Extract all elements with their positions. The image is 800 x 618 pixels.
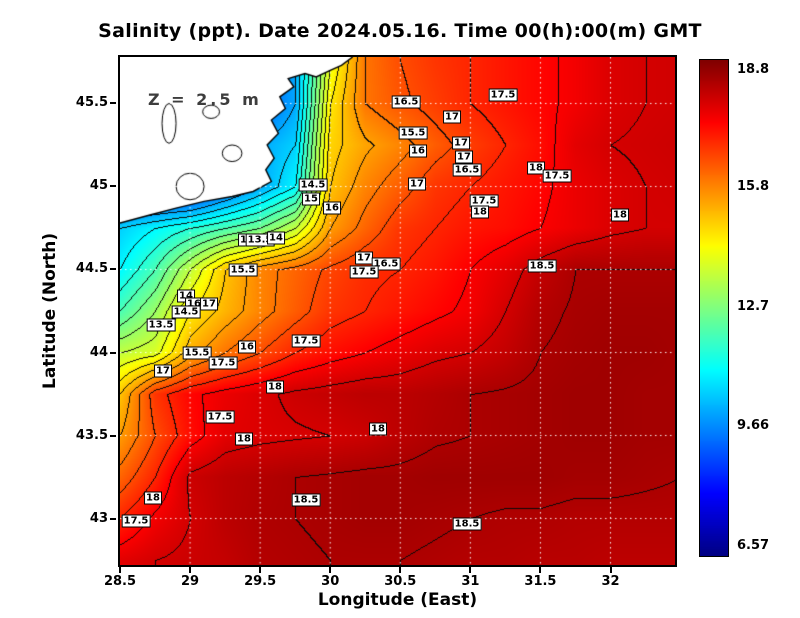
contour-label: 17.5 — [291, 334, 321, 348]
contour-label: 18.5 — [291, 493, 321, 507]
x-tick-mark — [329, 567, 332, 573]
colorbar-tick-label: 18.8 — [737, 61, 770, 77]
contour-label: 16 — [238, 340, 256, 354]
x-tick-label: 29 — [181, 574, 200, 589]
contour-label: 14 — [267, 231, 285, 245]
x-tick-mark — [399, 567, 402, 573]
colorbar-tick-label: 6.57 — [737, 538, 770, 554]
y-tick-mark — [110, 268, 116, 271]
x-tick-mark — [259, 567, 262, 573]
contour-label: 16 — [323, 201, 341, 215]
y-tick-label: 43 — [89, 510, 108, 526]
contour-label: 17.5 — [349, 265, 379, 279]
x-tick-label: 28.5 — [103, 574, 137, 589]
contour-label: 17 — [154, 364, 172, 378]
contour-label: 15.5 — [398, 126, 428, 140]
contour-label: 18 — [471, 205, 489, 219]
x-tick-label: 32 — [601, 574, 620, 589]
y-tick-label: 44 — [89, 344, 108, 360]
contour-label: 16 — [409, 144, 427, 158]
contour-label: 18.5 — [452, 517, 482, 531]
contour-label: 17 — [200, 297, 218, 311]
contour-label: 17 — [452, 136, 470, 150]
contour-label: 17.5 — [542, 169, 572, 183]
y-tick-label: 43.5 — [75, 427, 108, 443]
contour-label: 17.5 — [208, 356, 238, 370]
contour-label: 14.5 — [171, 305, 201, 319]
contour-label: 17.5 — [121, 514, 151, 528]
contour-label: 17.5 — [488, 88, 518, 102]
contour-label: 14.5 — [298, 178, 328, 192]
x-tick-mark — [609, 567, 612, 573]
contour-label: 18 — [369, 422, 387, 436]
x-tick-label: 31.5 — [524, 574, 557, 589]
y-tick-mark — [110, 351, 116, 354]
plot-title: Salinity (ppt). Date 2024.05.16. Time 00… — [98, 20, 702, 42]
contour-label: 13.5 — [146, 318, 176, 332]
colorbar-tick-label: 12.7 — [737, 299, 770, 315]
salinity-field-canvas — [120, 57, 675, 565]
contour-label: 15 — [302, 192, 320, 206]
x-tick-label: 31 — [461, 574, 480, 589]
contour-label: 15.5 — [228, 263, 258, 277]
colorbar-tick-label: 15.8 — [737, 178, 770, 194]
y-tick-mark — [110, 102, 116, 105]
contour-label: 18 — [266, 380, 284, 394]
plot-frame — [118, 55, 677, 567]
contour-label: 18 — [235, 432, 253, 446]
contour-label: 17 — [355, 251, 373, 265]
contour-label: 15.5 — [182, 346, 212, 360]
x-tick-label: 30.5 — [384, 574, 417, 589]
x-tick-label: 29.5 — [244, 574, 277, 589]
y-tick-label: 45 — [89, 178, 108, 194]
contour-label: 17.5 — [205, 410, 235, 424]
x-axis-title: Longitude (East) — [317, 590, 478, 610]
y-tick-mark — [110, 185, 116, 188]
x-tick-mark — [189, 567, 192, 573]
colorbar-tick-label: 9.66 — [737, 417, 770, 433]
contour-label: 17 — [455, 150, 473, 164]
x-tick-label: 30 — [321, 574, 340, 589]
y-tick-label: 45.5 — [75, 95, 108, 111]
contour-label: 17 — [443, 110, 461, 124]
contour-label: 18 — [611, 208, 629, 222]
y-tick-mark — [110, 517, 116, 520]
y-tick-label: 44.5 — [75, 261, 108, 277]
contour-label: 17 — [408, 177, 426, 191]
x-tick-mark — [539, 567, 542, 573]
colorbar-canvas — [700, 60, 728, 556]
contour-label: 18.5 — [527, 259, 557, 273]
contour-label: 16.5 — [391, 95, 421, 109]
y-axis-title: Latitude (North) — [40, 232, 60, 390]
contour-label: 18 — [144, 491, 162, 505]
x-tick-mark — [119, 567, 121, 573]
x-tick-mark — [469, 567, 472, 573]
y-tick-mark — [110, 434, 116, 437]
contour-label: 16.5 — [452, 163, 482, 177]
colorbar-frame — [699, 59, 729, 557]
contour-label: 18 — [527, 161, 545, 175]
contour-label: 16.5 — [371, 257, 401, 271]
depth-annotation: Z = 2.5 m — [148, 90, 262, 109]
